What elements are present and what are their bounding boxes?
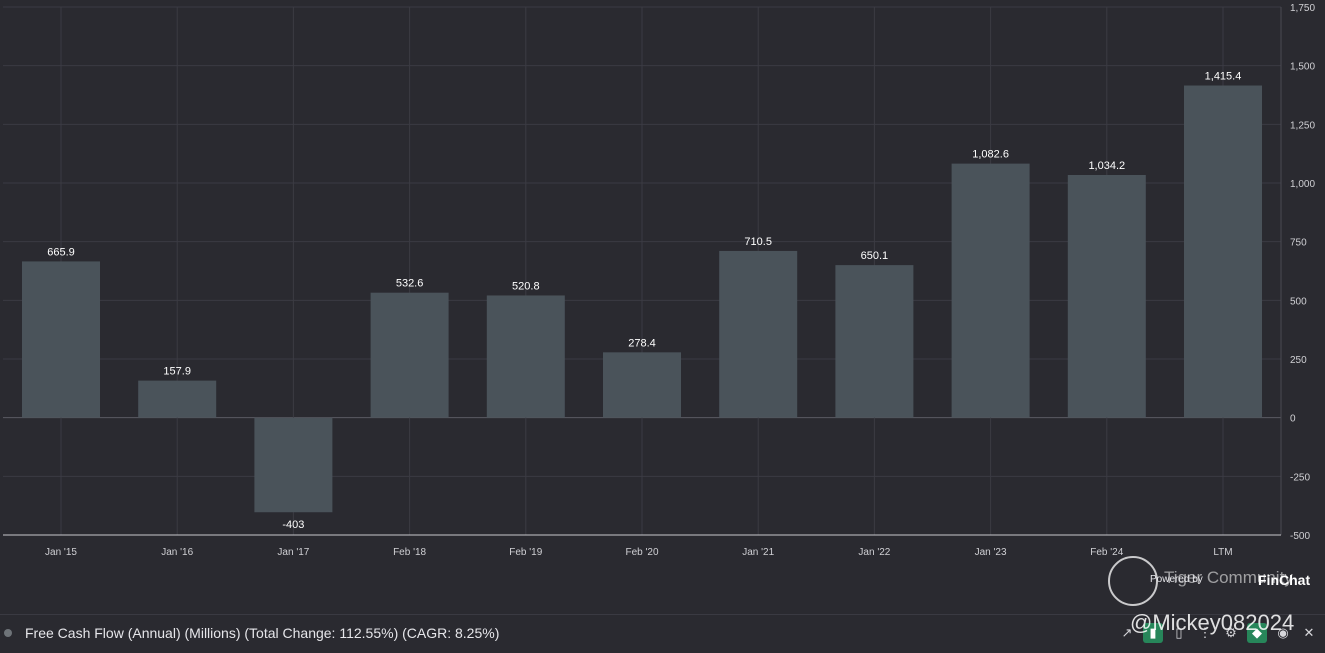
data-label: 1,082.6: [972, 149, 1009, 161]
x-axis-ticks: Jan '15 Jan '16 Jan '17 Feb '18 Feb '19 Feb '…: [45, 547, 1233, 558]
x-tick-label: Feb '20: [625, 547, 658, 558]
bars: [22, 85, 1262, 513]
x-tick-label: Jan '15: [45, 547, 77, 558]
bar: [254, 417, 333, 513]
data-label: 665.9: [47, 246, 75, 258]
bar: [835, 265, 914, 418]
y-tick-label: 1,750: [1290, 3, 1315, 14]
chart: 665.9 157.9 -403 532.6 520.8 278.4 710.5 650.1 1…: [3, 3, 1315, 558]
line-chart-icon[interactable]: ↗: [1121, 625, 1133, 640]
eye-icon[interactable]: ◉: [1277, 625, 1289, 640]
tag-icon[interactable]: ◆: [1247, 623, 1267, 643]
y-tick-label: 1,000: [1290, 179, 1315, 190]
bar: [951, 163, 1030, 418]
stacked-bar-icon[interactable]: ▯: [1175, 625, 1183, 640]
legend-label: Free Cash Flow (Annual) (Millions) (Tota…: [25, 625, 500, 641]
y-tick-label: -500: [1290, 531, 1310, 542]
chart-toolbar: ↗ ▮ ▯ ⋮ ⚙ ◆ ◉ ✕: [1117, 623, 1319, 643]
data-label: 278.4: [628, 337, 656, 349]
data-label: -403: [282, 519, 304, 531]
bar: [719, 250, 798, 418]
y-tick-label: 500: [1290, 296, 1307, 307]
gear-icon[interactable]: ⚙: [1225, 625, 1237, 640]
legend-marker[interactable]: [4, 629, 12, 637]
data-label: 1,034.2: [1088, 160, 1125, 172]
x-tick-label: Jan '17: [277, 547, 309, 558]
data-label: 710.5: [744, 236, 772, 248]
bar: [370, 292, 449, 418]
data-label: 520.8: [512, 280, 540, 292]
y-tick-label: 250: [1290, 355, 1307, 366]
bar: [603, 352, 681, 418]
data-label: 532.6: [396, 278, 424, 290]
x-tick-label: Feb '24: [1090, 547, 1123, 558]
y-tick-label: 0: [1290, 414, 1296, 425]
bar: [22, 261, 100, 418]
bar: [138, 380, 217, 418]
y-tick-label: 1,250: [1290, 120, 1315, 131]
y-tick-label: 1,500: [1290, 62, 1315, 73]
y-tick-label: 750: [1290, 238, 1307, 249]
x-tick-label: Feb '19: [509, 547, 542, 558]
bar: [1067, 174, 1146, 418]
legend-bar: Free Cash Flow (Annual) (Millions) (Tota…: [0, 614, 1325, 653]
x-tick-label: Jan '22: [858, 547, 890, 558]
bar: [486, 295, 565, 418]
data-label: 157.9: [163, 366, 191, 378]
value-labels: 665.9 157.9 -403 532.6 520.8 278.4 710.5 650.1 1…: [47, 71, 1241, 532]
more-icon[interactable]: ⋮: [1198, 625, 1212, 640]
x-tick-label: LTM: [1213, 547, 1232, 558]
y-axis-ticks: -500 -250 0 250 500 750 1,000 1,250 1,500 1,750: [1290, 3, 1315, 542]
x-tick-label: Feb '18: [393, 547, 426, 558]
data-label: 1,415.4: [1205, 71, 1242, 83]
bar: [1184, 85, 1262, 418]
x-tick-label: Jan '16: [161, 547, 193, 558]
x-tick-label: Jan '21: [742, 547, 774, 558]
data-label: 650.1: [861, 250, 889, 262]
x-tick-label: Jan '23: [975, 547, 1007, 558]
y-tick-label: -250: [1290, 472, 1310, 483]
bar-chart-icon[interactable]: ▮: [1143, 623, 1163, 643]
close-icon[interactable]: ✕: [1303, 625, 1315, 640]
